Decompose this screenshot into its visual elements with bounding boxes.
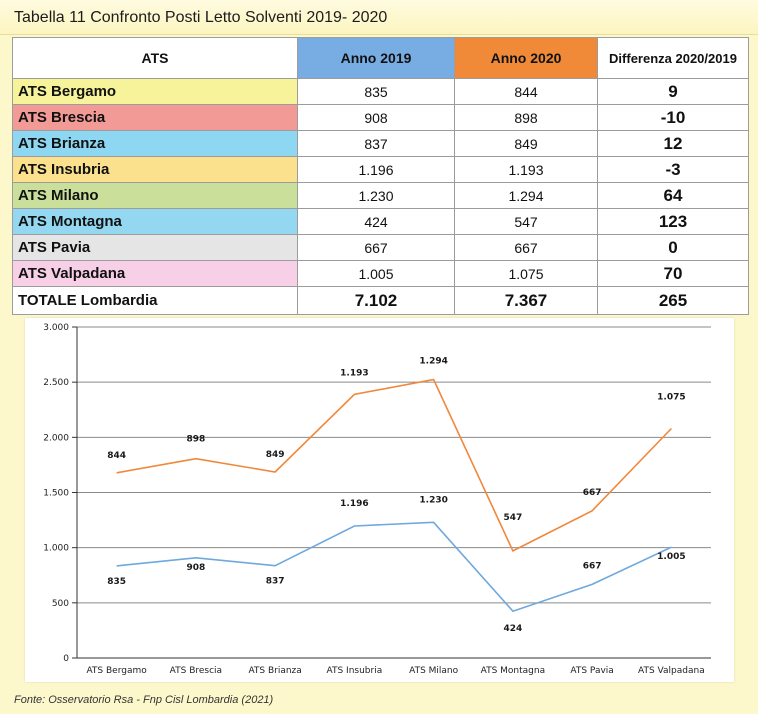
- table-row: ATS Valpadana 1.005 1.075 70: [12, 260, 749, 287]
- total-2020: 7.367: [454, 286, 598, 315]
- y-tick-label: 3.000: [43, 323, 69, 333]
- row-value-2019: 1.196: [297, 156, 455, 183]
- series-line-anno-2019: [116, 521, 672, 613]
- data-label: 844: [107, 451, 126, 461]
- row-difference: 123: [597, 208, 749, 235]
- header-2019: Anno 2019: [297, 37, 455, 79]
- header-difference: Differenza 2020/2019: [597, 37, 749, 79]
- row-value-2020: 1.193: [454, 156, 598, 183]
- total-row: TOTALE Lombardia 7.102 7.367 265: [12, 286, 749, 315]
- series-line-anno-2020: [116, 378, 672, 552]
- x-tick-label: ATS Brescia: [170, 666, 222, 676]
- data-label: 547: [503, 513, 522, 523]
- row-value-2020: 1.294: [454, 182, 598, 209]
- data-label: 667: [583, 561, 602, 571]
- data-label: 1.193: [340, 368, 368, 378]
- row-difference: 12: [597, 130, 749, 157]
- data-label: 898: [186, 435, 205, 445]
- row-difference: 9: [597, 78, 749, 105]
- table-row: ATS Brescia 908 898 -10: [12, 104, 749, 131]
- page-title: Tabella 11 Confronto Posti Letto Solvent…: [14, 9, 388, 26]
- x-tick-label: ATS Milano: [409, 666, 459, 676]
- row-ats-name: ATS Valpadana: [12, 260, 298, 287]
- row-value-2020: 849: [454, 130, 598, 157]
- row-difference: 70: [597, 260, 749, 287]
- x-tick-label: ATS Bergamo: [86, 666, 147, 676]
- table-row: ATS Bergamo 835 844 9: [12, 78, 749, 105]
- data-label: 667: [583, 488, 602, 498]
- data-label: 1.230: [419, 495, 447, 505]
- table-row: ATS Milano 1.230 1.294 64: [12, 182, 749, 209]
- row-difference: -3: [597, 156, 749, 183]
- data-label: 1.005: [657, 552, 685, 562]
- title-bar: Tabella 11 Confronto Posti Letto Solvent…: [0, 0, 758, 35]
- table-row: ATS Pavia 667 667 0: [12, 234, 749, 261]
- row-value-2019: 837: [297, 130, 455, 157]
- y-tick-label: 1.000: [43, 544, 69, 554]
- row-value-2019: 667: [297, 234, 455, 261]
- row-ats-name: ATS Milano: [12, 182, 298, 209]
- row-difference: 64: [597, 182, 749, 209]
- row-ats-name: ATS Montagna: [12, 208, 298, 235]
- table-header-row: ATS Anno 2019 Anno 2020 Differenza 2020/…: [12, 37, 749, 79]
- data-label: 849: [266, 450, 285, 460]
- data-table: ATS Anno 2019 Anno 2020 Differenza 2020/…: [12, 37, 749, 315]
- row-ats-name: ATS Brescia: [12, 104, 298, 131]
- y-tick-label: 2.500: [43, 378, 69, 388]
- total-2019: 7.102: [297, 286, 455, 315]
- row-value-2019: 424: [297, 208, 455, 235]
- data-label: 1.075: [657, 393, 685, 403]
- row-difference: 0: [597, 234, 749, 261]
- table-row: ATS Brianza 837 849 12: [12, 130, 749, 157]
- data-label: 835: [107, 577, 126, 587]
- y-tick-label: 1.500: [43, 489, 69, 499]
- x-tick-label: ATS Valpadana: [638, 666, 705, 676]
- row-ats-name: ATS Brianza: [12, 130, 298, 157]
- row-value-2020: 667: [454, 234, 598, 261]
- row-value-2020: 898: [454, 104, 598, 131]
- y-tick-label: 2.000: [43, 433, 69, 443]
- x-tick-label: ATS Pavia: [570, 666, 613, 676]
- table-row: ATS Montagna 424 547 123: [12, 208, 749, 235]
- row-value-2019: 908: [297, 104, 455, 131]
- row-value-2020: 1.075: [454, 260, 598, 287]
- data-label: 908: [186, 563, 205, 573]
- data-label: 837: [266, 577, 285, 587]
- data-label: 1.294: [419, 357, 447, 367]
- header-ats: ATS: [12, 37, 298, 79]
- table-row: ATS Insubria 1.196 1.193 -3: [12, 156, 749, 183]
- x-tick-label: ATS Brianza: [248, 666, 301, 676]
- row-ats-name: ATS Insubria: [12, 156, 298, 183]
- chart-svg: 0 500 1.000 1.500 2.000 2.500 3.000 ATS Bergamo…: [43, 323, 711, 676]
- data-label: 1.196: [340, 499, 368, 509]
- source-note: Fonte: Osservatorio Rsa - Fnp Cisl Lomba…: [14, 694, 274, 706]
- row-value-2020: 547: [454, 208, 598, 235]
- total-label: TOTALE Lombardia: [12, 286, 298, 315]
- header-2020: Anno 2020: [454, 37, 598, 79]
- x-tick-label: ATS Insubria: [327, 666, 383, 676]
- x-tick-label: ATS Montagna: [481, 666, 545, 676]
- row-difference: -10: [597, 104, 749, 131]
- line-chart: 0 500 1.000 1.500 2.000 2.500 3.000 ATS Bergamo…: [25, 318, 734, 682]
- row-value-2019: 1.230: [297, 182, 455, 209]
- y-tick-label: 0: [63, 654, 69, 664]
- y-tick-label: 500: [52, 599, 69, 609]
- row-ats-name: ATS Bergamo: [12, 78, 298, 105]
- row-ats-name: ATS Pavia: [12, 234, 298, 261]
- row-value-2019: 835: [297, 78, 455, 105]
- total-difference: 265: [597, 286, 749, 315]
- row-value-2019: 1.005: [297, 260, 455, 287]
- row-value-2020: 844: [454, 78, 598, 105]
- data-label: 424: [503, 624, 522, 634]
